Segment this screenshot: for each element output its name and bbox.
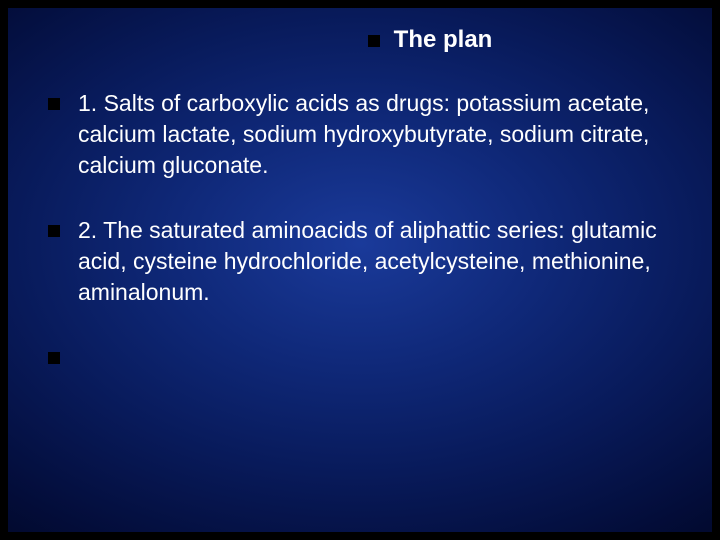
slide-title: The plan (394, 26, 493, 54)
square-bullet-icon (368, 35, 380, 47)
square-bullet-icon (48, 225, 60, 237)
list-item-text: 1. Salts of carboxylic acids as drugs: p… (78, 88, 672, 181)
square-bullet-icon (48, 98, 60, 110)
list-item: 2. The saturated aminoacids of aliphatti… (48, 215, 672, 308)
list-item: 1. Salts of carboxylic acids as drugs: p… (48, 88, 672, 181)
list-item-text: 2. The saturated aminoacids of aliphatti… (78, 215, 672, 308)
slide: The plan 1. Salts of carboxylic acids as… (8, 8, 712, 532)
title-row: The plan (188, 26, 672, 54)
list-item (48, 342, 672, 372)
square-bullet-icon (48, 352, 60, 364)
